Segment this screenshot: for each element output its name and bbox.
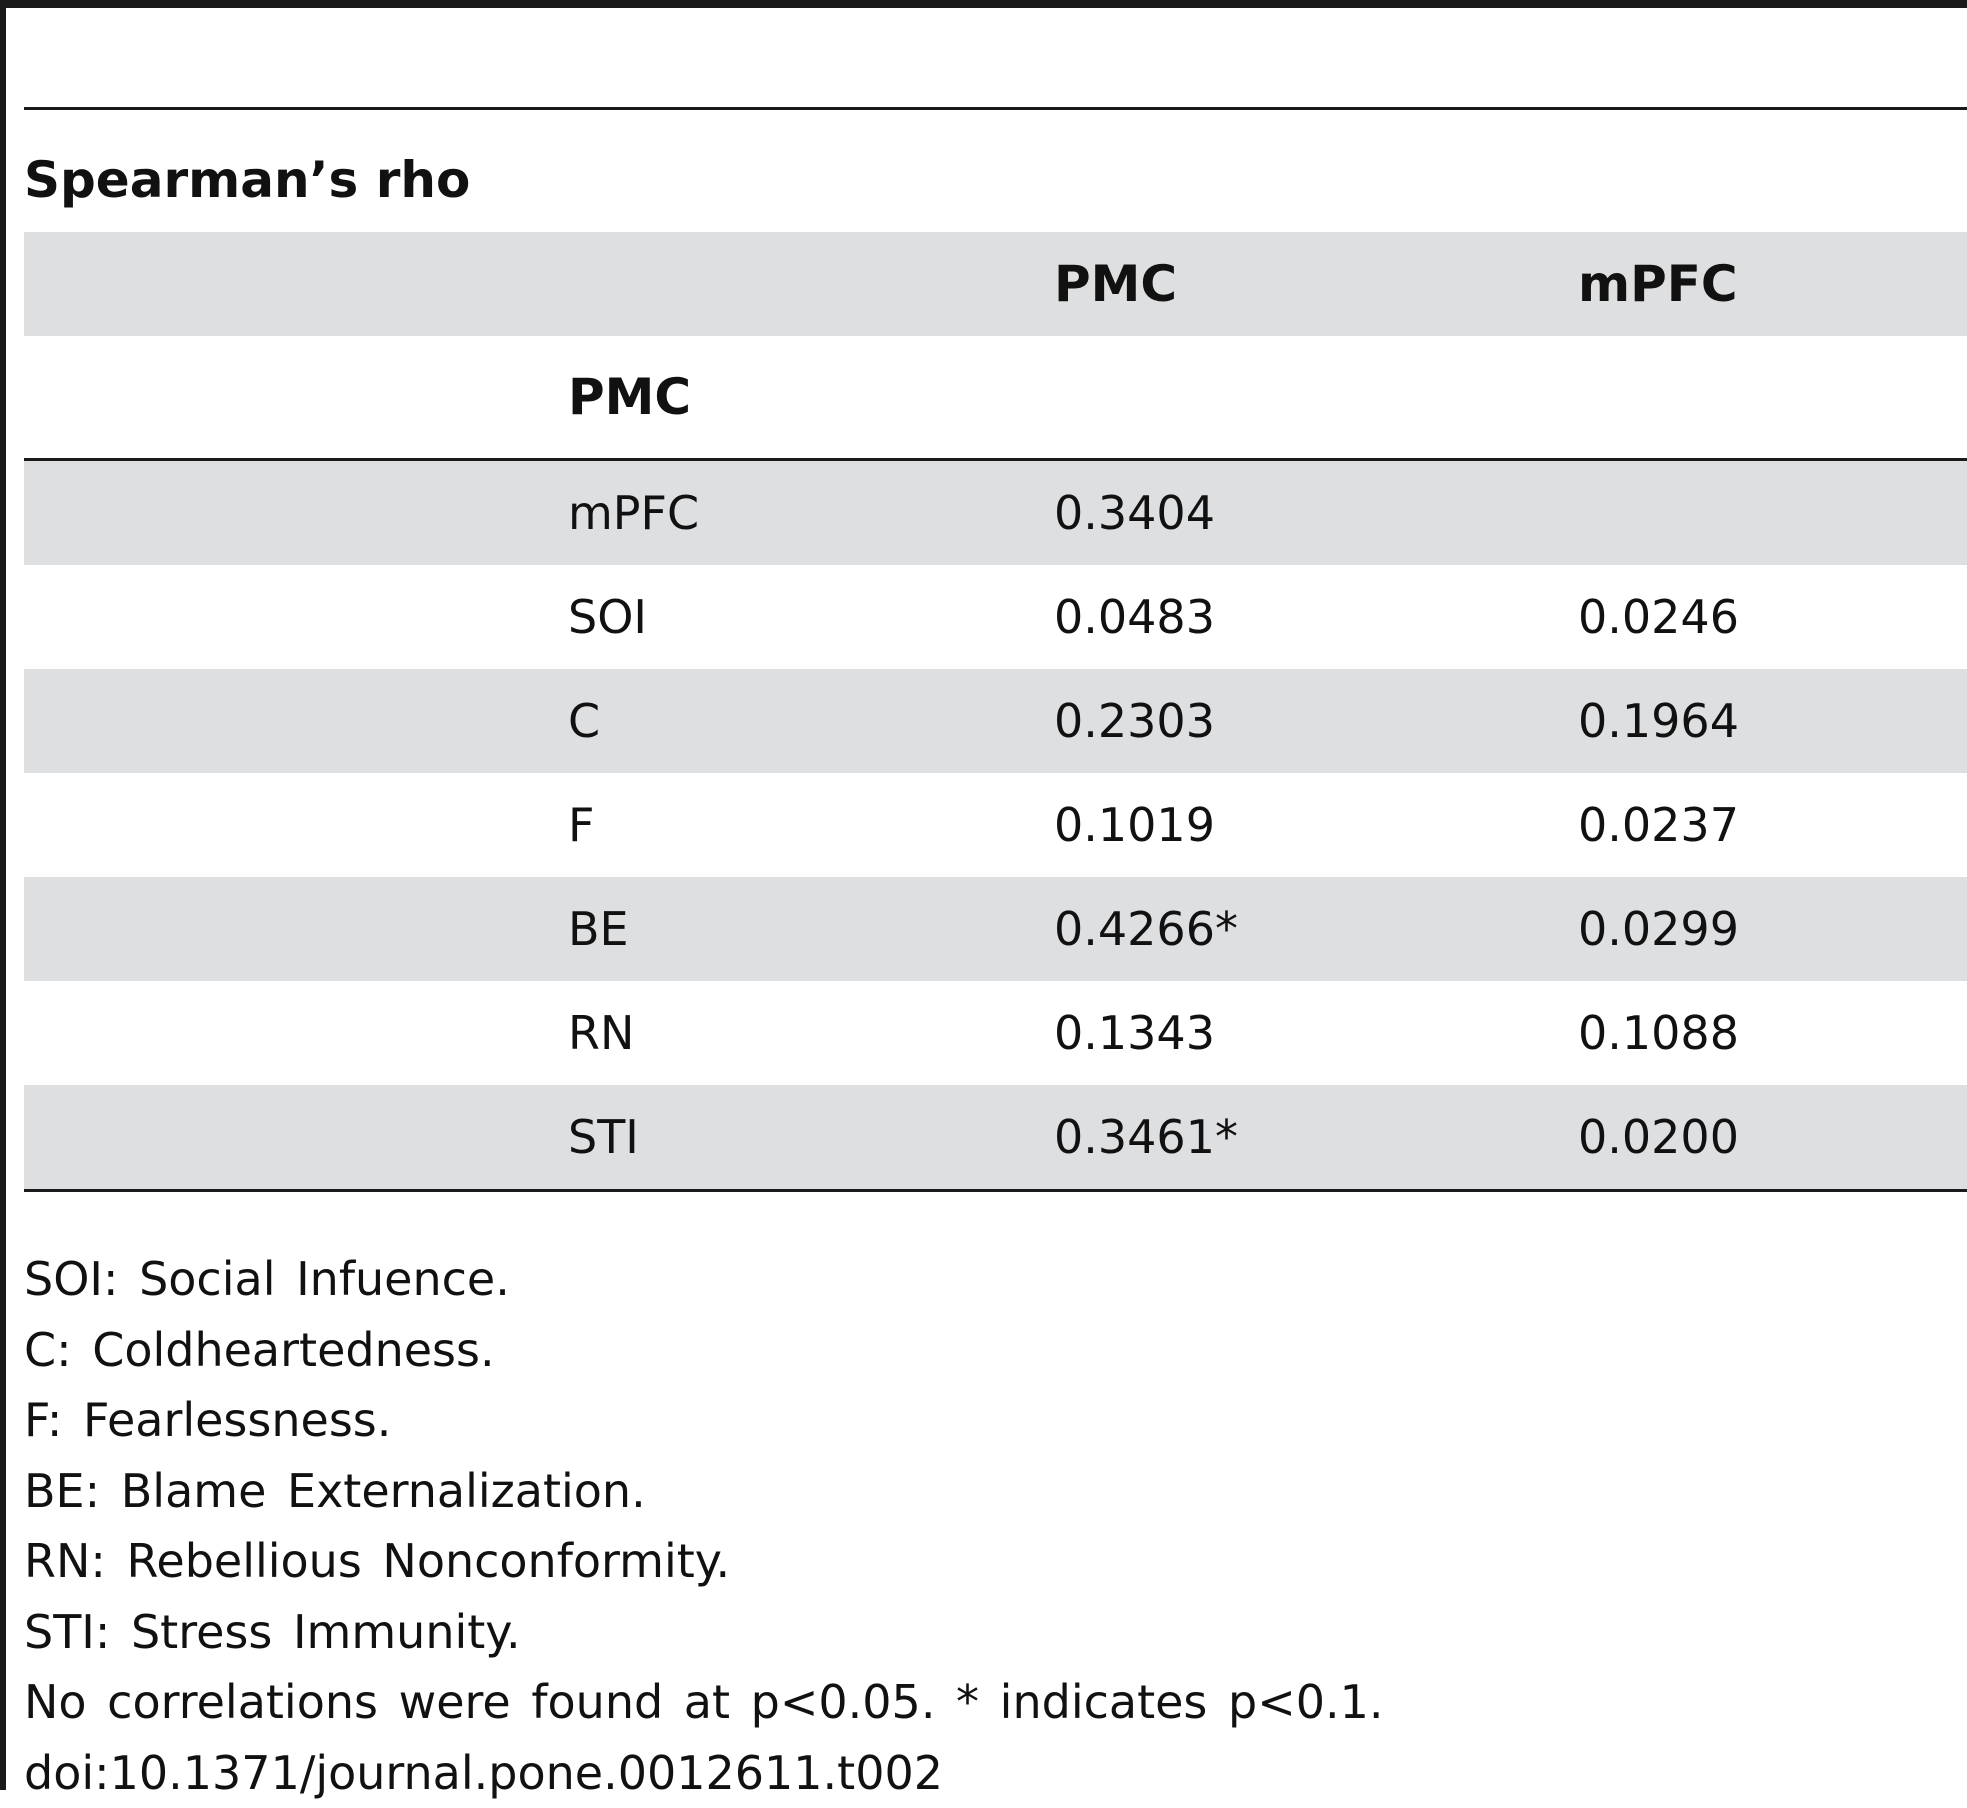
row-header-pmc: PMC <box>568 336 691 458</box>
table-row: mPFC 0.3404 <box>24 461 1967 565</box>
cell-pmc: 0.3461* <box>1054 1085 1238 1189</box>
row-label: BE <box>568 877 629 981</box>
header-rule <box>24 107 1967 110</box>
table-title: Spearman’s rho <box>24 145 470 215</box>
cell-pmc: 0.0483 <box>1054 565 1215 669</box>
row-label: mPFC <box>568 461 699 565</box>
doi-text: doi:10.1371/journal.pone.0012611.t002 <box>24 1738 1384 1808</box>
cell-pmc: 0.1343 <box>1054 981 1215 1085</box>
table-row: F 0.1019 0.0237 <box>24 773 1967 877</box>
cell-mpfc: 0.0237 <box>1578 773 1739 877</box>
footnote: BE: Blame Externalization. <box>24 1456 1384 1527</box>
table-row: SOI 0.0483 0.0246 <box>24 565 1967 669</box>
row-header-row: PMC <box>24 336 1967 458</box>
table-row: BE 0.4266* 0.0299 <box>24 877 1967 981</box>
row-label: C <box>568 669 600 773</box>
cell-pmc: 0.4266* <box>1054 877 1238 981</box>
cell-mpfc: 0.1964 <box>1578 669 1739 773</box>
column-header-pmc: PMC <box>1054 232 1177 336</box>
footnote: SOI: Social Infuence. <box>24 1244 1384 1315</box>
table-bottom-rule <box>24 1189 1967 1192</box>
table-row: STI 0.3461* 0.0200 <box>24 1085 1967 1189</box>
footnote: F: Fearlessness. <box>24 1385 1384 1456</box>
footnote: C: Coldheartedness. <box>24 1315 1384 1386</box>
table-row: RN 0.1343 0.1088 <box>24 981 1967 1085</box>
table-footnotes: SOI: Social Infuence. C: Coldheartedness… <box>24 1244 1384 1808</box>
left-rule <box>0 0 6 1790</box>
cell-pmc: 0.2303 <box>1054 669 1215 773</box>
row-label: STI <box>568 1085 639 1189</box>
row-label: F <box>568 773 594 877</box>
cell-pmc: 0.1019 <box>1054 773 1215 877</box>
row-label: SOI <box>568 565 647 669</box>
table-row: C 0.2303 0.1964 <box>24 669 1967 773</box>
cell-mpfc: 0.1088 <box>1578 981 1739 1085</box>
cell-mpfc: 0.0299 <box>1578 877 1739 981</box>
column-header-mpfc: mPFC <box>1578 232 1738 336</box>
cell-mpfc: 0.0200 <box>1578 1085 1739 1189</box>
row-label: RN <box>568 981 634 1085</box>
correlation-table: PMC mPFC PMC mPFC 0.3404 SOI 0.0483 0.02… <box>24 232 1967 1192</box>
footnote: No correlations were found at p<0.05. * … <box>24 1667 1384 1738</box>
cell-pmc: 0.3404 <box>1054 461 1215 565</box>
cell-mpfc: 0.0246 <box>1578 565 1739 669</box>
footnote: RN: Rebellious Nonconformity. <box>24 1526 1384 1597</box>
footnote: STI: Stress Immunity. <box>24 1597 1384 1668</box>
top-rule <box>0 0 1967 8</box>
column-header-row: PMC mPFC <box>24 232 1967 336</box>
